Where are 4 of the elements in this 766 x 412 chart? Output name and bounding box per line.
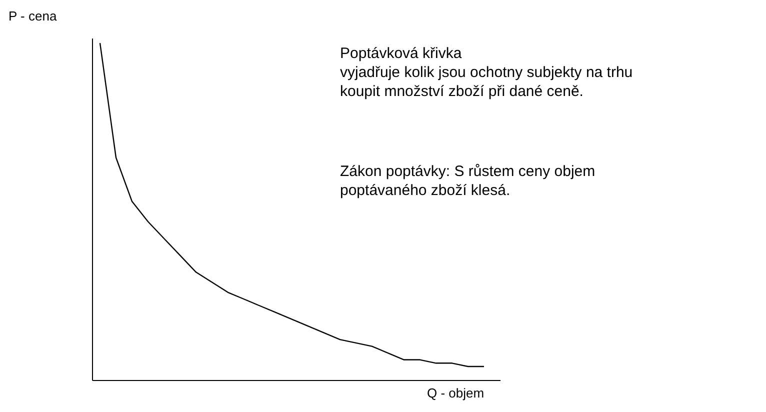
- y-axis-title: P - cena: [8, 8, 58, 24]
- x-axis-title: Q - objem: [426, 386, 484, 400]
- annotation: Zákon poptávky: S růstem ceny objem poptávaného zboží klesá.: [340, 163, 596, 199]
- annotation: Poptávková křivka vyjadřuje kolik jsou ochotny subjekty na trhu koupit množství zboží při dané ceně.: [340, 45, 633, 100]
